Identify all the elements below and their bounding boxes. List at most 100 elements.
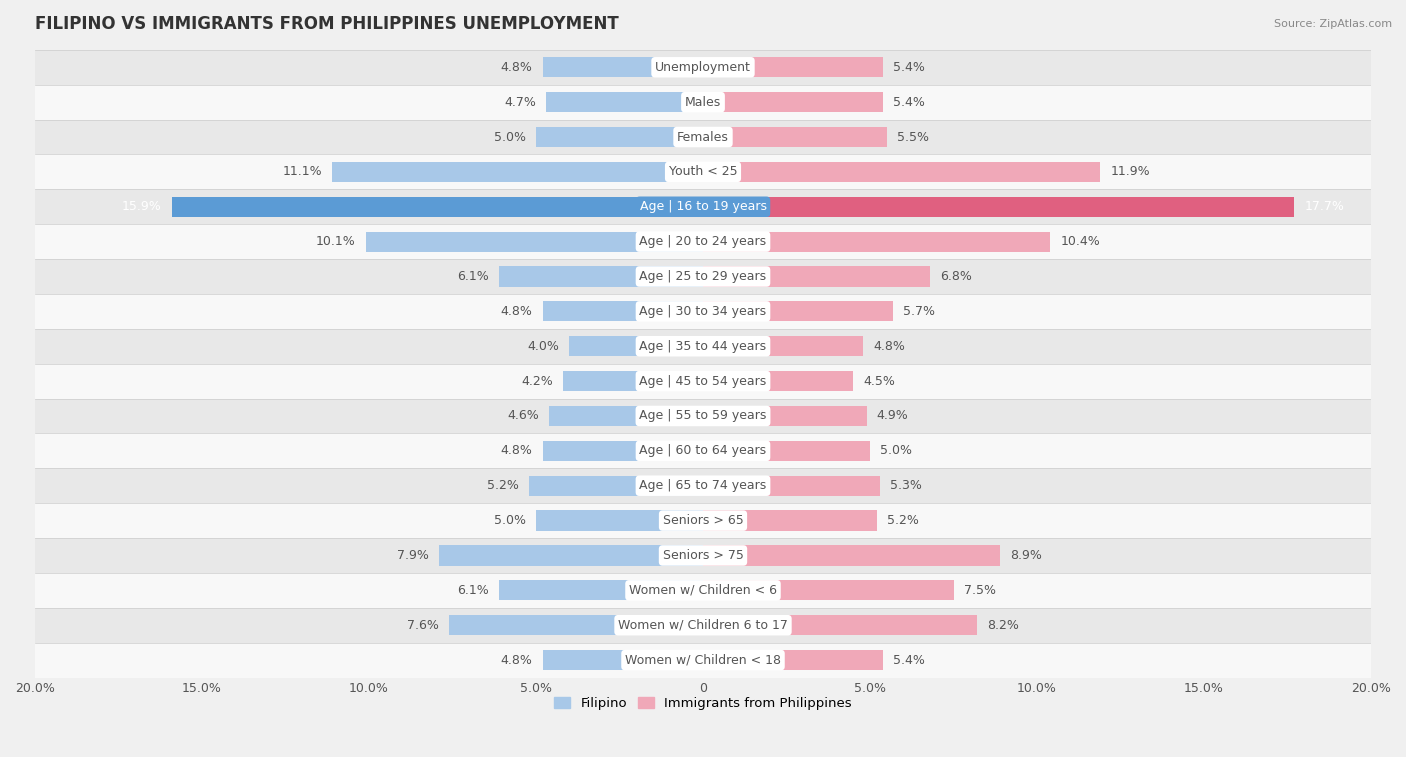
Bar [703, 232, 1050, 252]
Bar [536, 127, 703, 147]
Text: 5.4%: 5.4% [893, 653, 925, 667]
Bar [536, 510, 703, 531]
Text: 5.5%: 5.5% [897, 130, 929, 144]
Text: 5.4%: 5.4% [893, 95, 925, 109]
Text: Age | 65 to 74 years: Age | 65 to 74 years [640, 479, 766, 492]
Bar [703, 580, 953, 600]
Bar [703, 406, 866, 426]
Text: Age | 25 to 29 years: Age | 25 to 29 years [640, 270, 766, 283]
Bar [35, 154, 1371, 189]
Bar [546, 92, 703, 112]
Text: Seniors > 75: Seniors > 75 [662, 549, 744, 562]
Bar [35, 50, 1371, 85]
Text: Age | 55 to 59 years: Age | 55 to 59 years [640, 410, 766, 422]
Bar [35, 538, 1371, 573]
Text: 4.6%: 4.6% [508, 410, 540, 422]
Text: 8.9%: 8.9% [1011, 549, 1042, 562]
Text: Males: Males [685, 95, 721, 109]
Bar [35, 363, 1371, 398]
Bar [703, 650, 883, 670]
Text: 5.0%: 5.0% [494, 130, 526, 144]
Text: 8.2%: 8.2% [987, 618, 1019, 631]
Bar [703, 336, 863, 357]
Bar [449, 615, 703, 635]
Bar [529, 475, 703, 496]
Text: 4.8%: 4.8% [501, 653, 533, 667]
Bar [35, 503, 1371, 538]
Text: 7.6%: 7.6% [408, 618, 439, 631]
Text: 4.8%: 4.8% [501, 61, 533, 73]
Text: Seniors > 65: Seniors > 65 [662, 514, 744, 527]
Text: 6.1%: 6.1% [457, 270, 489, 283]
Bar [35, 398, 1371, 434]
Bar [35, 469, 1371, 503]
Text: 7.5%: 7.5% [963, 584, 995, 597]
Bar [35, 294, 1371, 329]
Bar [703, 162, 1101, 182]
Text: 6.8%: 6.8% [941, 270, 972, 283]
Bar [703, 441, 870, 461]
Bar [569, 336, 703, 357]
Text: 4.2%: 4.2% [522, 375, 553, 388]
Text: 4.8%: 4.8% [501, 305, 533, 318]
Text: 11.9%: 11.9% [1111, 165, 1150, 179]
Text: Age | 16 to 19 years: Age | 16 to 19 years [640, 201, 766, 213]
Bar [703, 371, 853, 391]
Text: 5.2%: 5.2% [488, 479, 519, 492]
Bar [703, 92, 883, 112]
Bar [703, 127, 887, 147]
Text: 4.8%: 4.8% [873, 340, 905, 353]
Text: 4.7%: 4.7% [505, 95, 536, 109]
Text: Age | 35 to 44 years: Age | 35 to 44 years [640, 340, 766, 353]
Text: 5.0%: 5.0% [494, 514, 526, 527]
Text: 5.4%: 5.4% [893, 61, 925, 73]
Bar [35, 259, 1371, 294]
Text: 7.9%: 7.9% [398, 549, 429, 562]
Bar [550, 406, 703, 426]
Text: Youth < 25: Youth < 25 [669, 165, 737, 179]
Text: 5.2%: 5.2% [887, 514, 918, 527]
Bar [543, 441, 703, 461]
Bar [172, 197, 703, 217]
Text: Females: Females [678, 130, 728, 144]
Text: Age | 20 to 24 years: Age | 20 to 24 years [640, 235, 766, 248]
Text: 4.5%: 4.5% [863, 375, 896, 388]
Bar [35, 120, 1371, 154]
Text: Age | 45 to 54 years: Age | 45 to 54 years [640, 375, 766, 388]
Bar [35, 224, 1371, 259]
Bar [562, 371, 703, 391]
Text: Women w/ Children < 6: Women w/ Children < 6 [628, 584, 778, 597]
Text: 4.9%: 4.9% [877, 410, 908, 422]
Text: Women w/ Children 6 to 17: Women w/ Children 6 to 17 [619, 618, 787, 631]
Bar [35, 608, 1371, 643]
Text: 11.1%: 11.1% [283, 165, 322, 179]
Bar [703, 615, 977, 635]
Bar [703, 197, 1295, 217]
Bar [35, 643, 1371, 678]
Text: 17.7%: 17.7% [1305, 201, 1344, 213]
Bar [439, 545, 703, 565]
Text: 15.9%: 15.9% [122, 201, 162, 213]
Text: 5.0%: 5.0% [880, 444, 912, 457]
Text: FILIPINO VS IMMIGRANTS FROM PHILIPPINES UNEMPLOYMENT: FILIPINO VS IMMIGRANTS FROM PHILIPPINES … [35, 15, 619, 33]
Text: 4.8%: 4.8% [501, 444, 533, 457]
Bar [703, 475, 880, 496]
Text: 4.0%: 4.0% [527, 340, 560, 353]
Bar [543, 58, 703, 77]
Text: 6.1%: 6.1% [457, 584, 489, 597]
Bar [35, 573, 1371, 608]
Bar [35, 329, 1371, 363]
Bar [499, 266, 703, 287]
Bar [35, 434, 1371, 469]
Bar [703, 266, 931, 287]
Bar [499, 580, 703, 600]
Bar [703, 58, 883, 77]
Legend: Filipino, Immigrants from Philippines: Filipino, Immigrants from Philippines [548, 691, 858, 715]
Text: Age | 30 to 34 years: Age | 30 to 34 years [640, 305, 766, 318]
Bar [366, 232, 703, 252]
Bar [703, 545, 1000, 565]
Bar [543, 650, 703, 670]
Bar [703, 510, 877, 531]
Text: Age | 60 to 64 years: Age | 60 to 64 years [640, 444, 766, 457]
Text: 10.4%: 10.4% [1060, 235, 1099, 248]
